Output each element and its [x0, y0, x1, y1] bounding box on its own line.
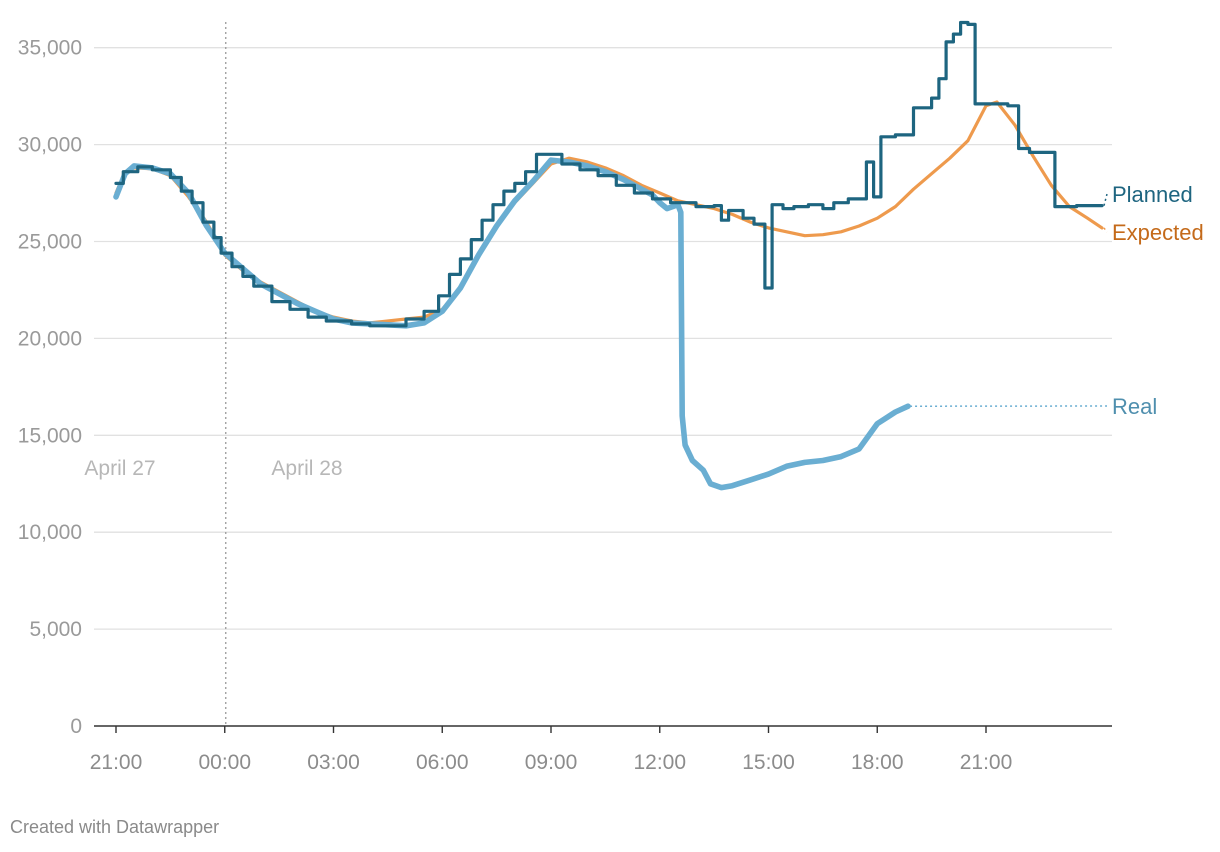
y-tick-label: 35,000 — [18, 37, 82, 60]
series-line-expected — [114, 100, 1104, 325]
y-tick-label: 30,000 — [18, 134, 82, 157]
y-tick-label: 10,000 — [18, 521, 82, 544]
series-label-expected: Expected — [1112, 220, 1204, 245]
axes: 0 5,000 10,000 15,000 20,000 25,000 30,000 35,0… — [18, 37, 1112, 774]
credit-text: Created with Datawrapper — [10, 817, 220, 837]
x-tick-label: 12:00 — [633, 751, 686, 774]
series-label-real: Real — [1112, 394, 1157, 419]
y-tick-label: 20,000 — [18, 327, 82, 350]
x-tick-label: 09:00 — [525, 751, 578, 774]
x-tick-label: 06:00 — [416, 751, 469, 774]
gridlines — [94, 47, 1112, 630]
y-tick-label: 5,000 — [29, 618, 82, 641]
y-tick-label: 25,000 — [18, 231, 82, 254]
day-label: April 27 — [84, 457, 155, 480]
day-markers: April 27 April 28 — [84, 22, 343, 726]
x-tick-label: 00:00 — [198, 751, 251, 774]
day-label: April 28 — [271, 457, 342, 480]
x-tick-label: 21:00 — [960, 751, 1013, 774]
series-lines — [113, 20, 1104, 491]
series-label-planned: Planned — [1112, 182, 1193, 207]
series-line-planned — [114, 20, 1104, 328]
x-tick-label: 18:00 — [851, 751, 904, 774]
y-tick-label: 15,000 — [18, 424, 82, 447]
series-labels: Planned Expected Real — [910, 182, 1204, 419]
x-tick-label: 21:00 — [90, 751, 143, 774]
y-tick-label: 0 — [70, 715, 82, 738]
x-tick-label: 03:00 — [307, 751, 360, 774]
label-leader-planned — [1103, 193, 1108, 206]
label-leader-expected — [1103, 227, 1108, 233]
x-tick-label: 15:00 — [742, 751, 795, 774]
